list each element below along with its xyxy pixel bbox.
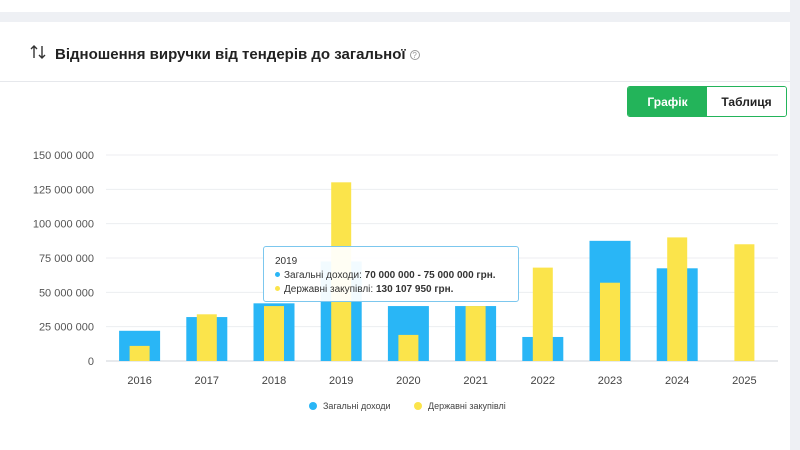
tooltip-income-label: Загальні доходи: (284, 270, 362, 281)
chart-view-button[interactable]: Графік (628, 87, 707, 116)
tooltip-year: 2019 (275, 256, 298, 267)
tooltip-income-row: Загальні доходи: 70 000 000 - 75 000 000… (275, 269, 507, 283)
income-dot (275, 272, 280, 277)
table-view-button[interactable]: Таблиця (707, 87, 786, 116)
sort-arrows-icon[interactable] (30, 44, 48, 60)
top-card (0, 0, 790, 12)
procurement-dot (275, 286, 280, 291)
question-circle-icon[interactable]: ? (409, 50, 420, 60)
tooltip-procurement-value: 130 107 950 грн. (375, 284, 454, 295)
tooltip-income-value: 70 000 000 - 75 000 000 грн. (364, 270, 496, 281)
tooltip-procurement-row: Державні закупівлі: 130 107 950 грн. (275, 283, 507, 297)
card-header: Відношення виручки від тендерів до загал… (0, 22, 790, 82)
chart-tooltip: 2019 Загальні доходи: 70 000 000 - 75 00… (263, 246, 519, 302)
page-title: Відношення виручки від тендерів до загал… (55, 46, 420, 63)
title-text: Відношення виручки від тендерів до загал… (55, 46, 406, 63)
view-toggle: Графік Таблиця (627, 86, 787, 117)
tooltip-procurement-label: Державні закупівлі: (284, 284, 374, 295)
